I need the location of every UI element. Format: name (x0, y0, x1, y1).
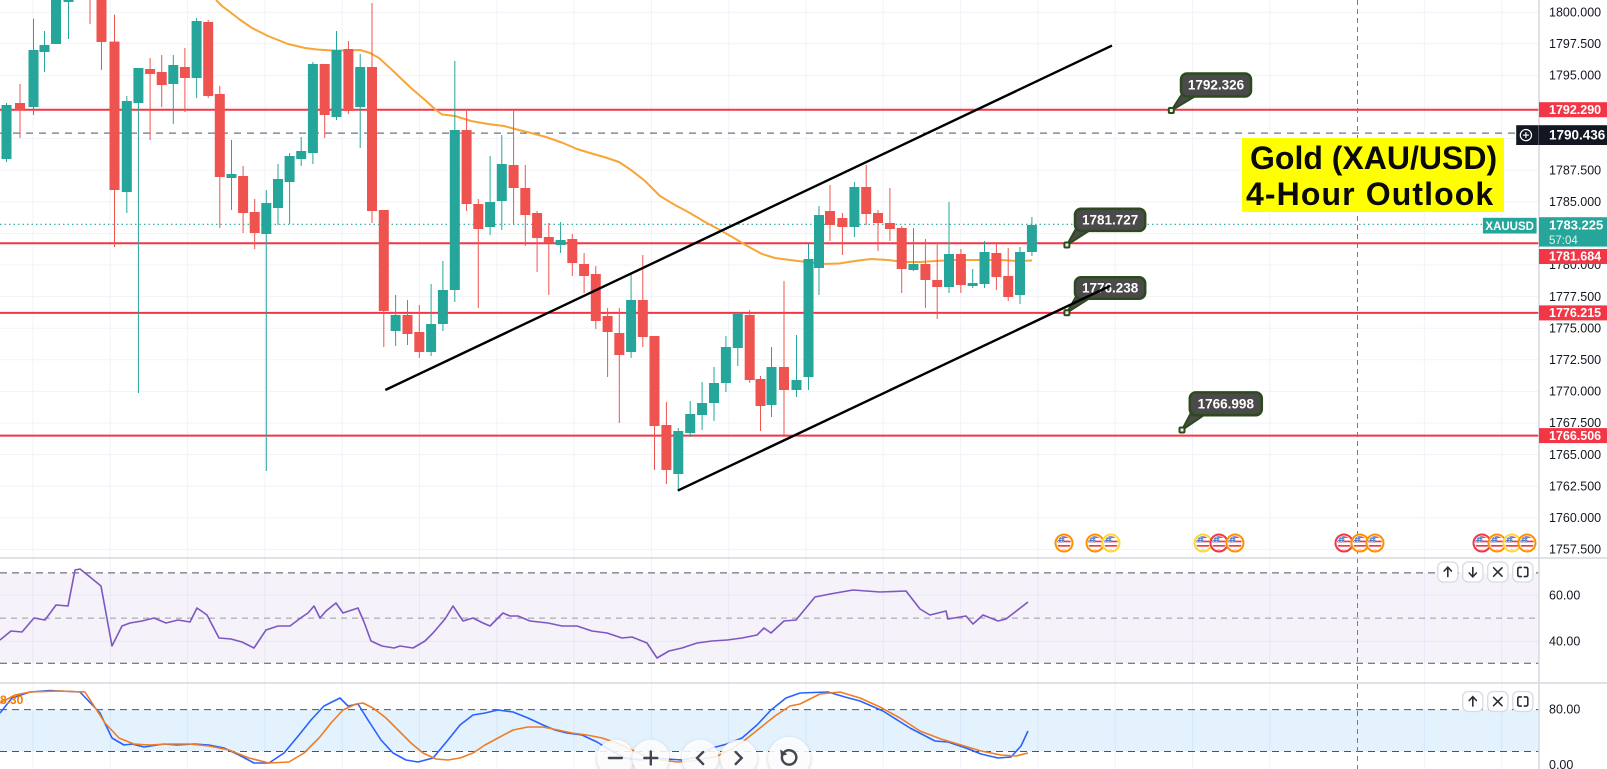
svg-text:1792.290: 1792.290 (1549, 103, 1601, 117)
svg-text:1781.727: 1781.727 (1082, 212, 1138, 227)
svg-text:1765.000: 1765.000 (1549, 448, 1601, 462)
svg-text:1783.225: 1783.225 (1549, 218, 1603, 233)
svg-text:4-Hour Outlook: 4-Hour Outlook (1246, 176, 1494, 212)
svg-text:1787.500: 1787.500 (1549, 163, 1601, 177)
svg-text:80.00: 80.00 (1549, 702, 1580, 716)
svg-text:XAUUSD: XAUUSD (1485, 221, 1534, 233)
svg-text:1762.500: 1762.500 (1549, 479, 1601, 493)
svg-text:1776.215: 1776.215 (1549, 306, 1601, 320)
svg-text:1800.000: 1800.000 (1549, 5, 1601, 19)
svg-text:1770.000: 1770.000 (1549, 385, 1601, 399)
svg-text:1776.238: 1776.238 (1082, 281, 1139, 296)
svg-text:1757.500: 1757.500 (1549, 543, 1601, 557)
svg-text:1792.326: 1792.326 (1188, 78, 1245, 93)
svg-text:1785.000: 1785.000 (1549, 195, 1601, 209)
svg-text:60.00: 60.00 (1549, 588, 1580, 602)
svg-text:57:04: 57:04 (1549, 235, 1578, 247)
svg-text:1775.000: 1775.000 (1549, 321, 1601, 335)
svg-text:8.30: 8.30 (0, 693, 24, 707)
svg-text:1777.500: 1777.500 (1549, 290, 1601, 304)
svg-text:1797.500: 1797.500 (1549, 37, 1601, 51)
svg-text:1767.500: 1767.500 (1549, 416, 1601, 430)
svg-text:1772.500: 1772.500 (1549, 353, 1601, 367)
svg-text:1781.684: 1781.684 (1549, 250, 1601, 264)
svg-text:0.00: 0.00 (1549, 758, 1573, 769)
svg-text:1766.998: 1766.998 (1198, 396, 1255, 411)
svg-text:1790.436: 1790.436 (1549, 127, 1606, 142)
svg-text:Gold (XAU/USD): Gold (XAU/USD) (1250, 140, 1497, 176)
svg-text:1766.506: 1766.506 (1549, 429, 1601, 443)
svg-text:40.00: 40.00 (1549, 634, 1580, 648)
svg-text:1795.000: 1795.000 (1549, 69, 1601, 83)
svg-text:1760.000: 1760.000 (1549, 511, 1601, 525)
